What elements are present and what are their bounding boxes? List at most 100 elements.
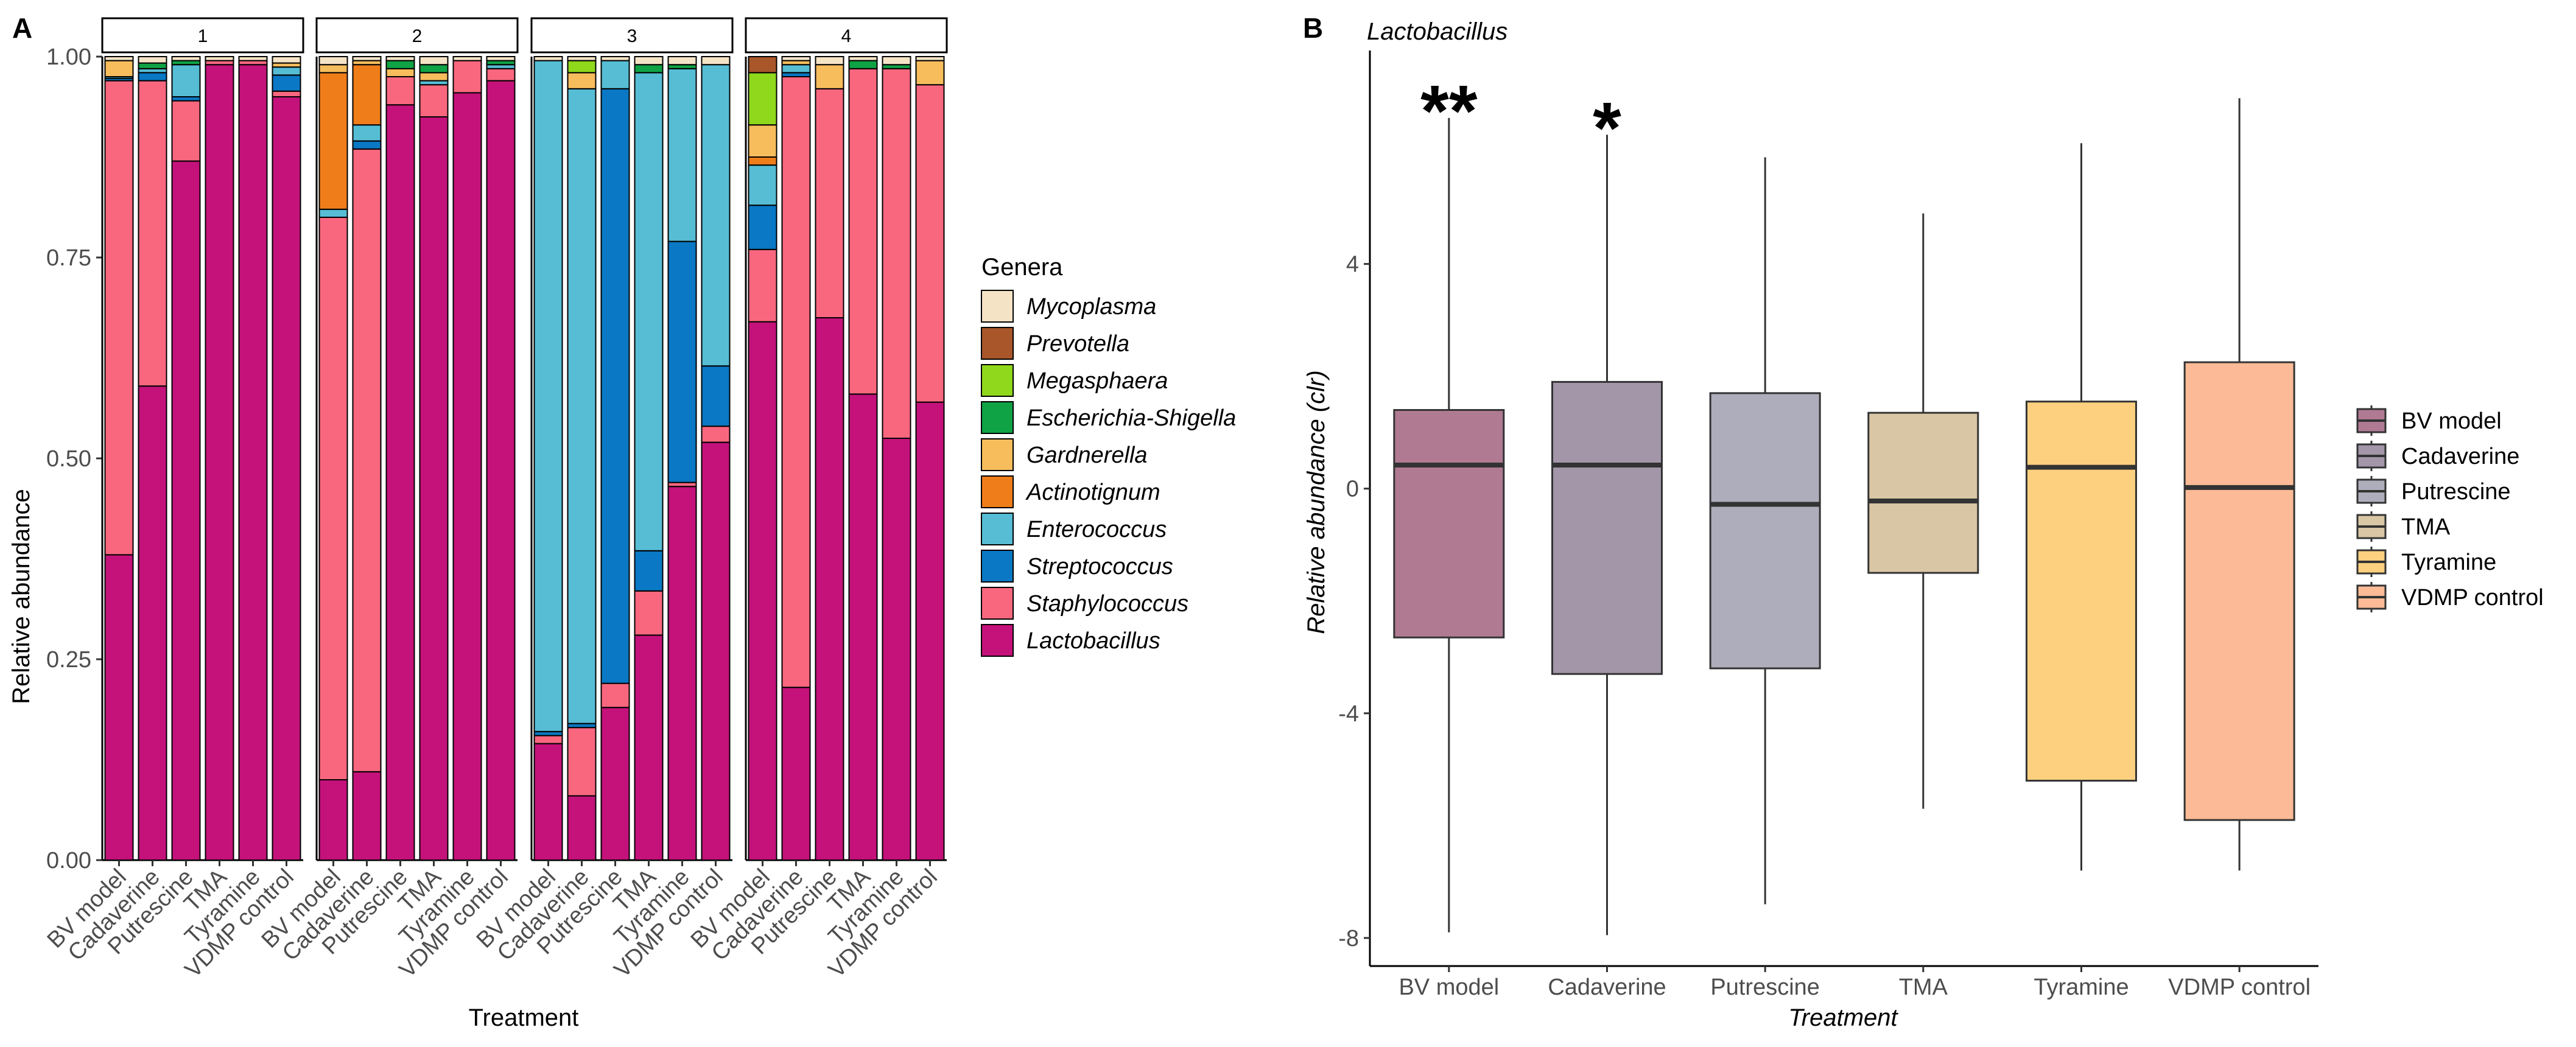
x-tick-label: BV model — [1399, 975, 1499, 1000]
bar-segment-staphylococcus — [171, 100, 201, 162]
panel-b-title: Lactobacillus — [1367, 18, 1507, 45]
bar-segment-mycoplasma — [352, 56, 382, 61]
bar-segment-staphylococcus — [701, 425, 731, 443]
bar-segment-mycoplasma — [533, 56, 563, 61]
legend-label-vdmp-control: VDMP control — [2401, 585, 2544, 611]
bar-segment-mycoplasma — [701, 56, 731, 66]
bar-segment-enterococcus — [272, 66, 301, 76]
box-tyramine — [2026, 401, 2137, 782]
bar-segment-escherichia-shigella — [419, 64, 449, 74]
panel-a-label: A — [12, 12, 32, 44]
bar-segment-mycoplasma — [385, 56, 415, 61]
bar-segment-mycoplasma — [205, 56, 234, 61]
bar-segment-mycoplasma — [104, 56, 134, 61]
bar-segment-staphylococcus — [486, 68, 516, 82]
legend-swatch-escherichia-shigella — [981, 401, 1014, 434]
bar-segment-enterococcus — [352, 124, 382, 142]
y-tick-label: 4 — [1346, 252, 1359, 278]
y-tick-label: 0.25 — [46, 647, 91, 673]
bar-segment-mycoplasma — [567, 56, 597, 61]
bar-segment-staphylococcus — [385, 76, 415, 106]
legend-label-bv-model: BV model — [2401, 408, 2502, 434]
bar-segment-lactobacillus — [452, 92, 482, 861]
bar-segment-mycoplasma — [486, 56, 516, 61]
bar-segment-lactobacillus — [634, 634, 664, 861]
bar-segment-lactobacillus — [238, 64, 268, 861]
bar-segment-lactobacillus — [272, 96, 301, 861]
bar-segment-lactobacillus — [701, 441, 731, 861]
panel-b-label: B — [1303, 12, 1323, 44]
y-tick-label: -4 — [1338, 701, 1359, 727]
bar-segment-streptococcus — [138, 72, 167, 82]
y-tick-label: 1.00 — [46, 44, 91, 70]
bar-segment-streptococcus — [634, 550, 664, 592]
bar-segment-mycoplasma — [318, 56, 348, 66]
legend-label-lactobacillus: Lactobacillus — [1027, 628, 1160, 654]
bar-segment-escherichia-shigella — [385, 60, 415, 69]
legend-label-mycoplasma: Mycoplasma — [1027, 294, 1156, 320]
bar-segment-mycoplasma — [815, 56, 844, 66]
legend-label-prevotella: Prevotella — [1027, 331, 1129, 357]
bar-segment-staphylococcus — [848, 68, 878, 395]
panel-b-y-axis-label: Relative abundance (clr) — [1303, 370, 1330, 634]
bar-segment-lactobacillus — [915, 401, 945, 861]
bar-segment-mycoplasma — [915, 56, 945, 61]
y-tick-label: 0 — [1346, 477, 1359, 502]
bar-segment-staphylococcus — [915, 84, 945, 403]
facet-strip-label: 4 — [841, 26, 852, 46]
bar-segment-gardnerella — [915, 60, 945, 86]
legend-swatch-megasphaera — [981, 364, 1014, 397]
bar-segment-streptococcus — [600, 88, 630, 684]
y-tick-label: 0.75 — [46, 245, 91, 271]
legend-label-megasphaera: Megasphaera — [1027, 368, 1168, 394]
bar-segment-mycoplasma — [138, 56, 167, 64]
bar-segment-escherichia-shigella — [848, 60, 878, 69]
bar-segment-enterococcus — [567, 88, 597, 724]
x-tick-label: Tyramine — [2034, 975, 2129, 1000]
legend-label-streptococcus: Streptococcus — [1027, 554, 1173, 580]
bar-segment-mycoplasma — [419, 56, 449, 66]
bar-segment-staphylococcus — [318, 217, 348, 780]
bar-segment-streptococcus — [748, 205, 777, 250]
y-tick-label: -8 — [1338, 926, 1359, 951]
bar-segment-streptococcus — [272, 74, 301, 92]
bar-segment-mycoplasma — [452, 56, 482, 61]
legend-label-actinotignum: Actinotignum — [1025, 480, 1160, 505]
bar-segment-lactobacillus — [352, 771, 382, 861]
bar-segment-lactobacillus — [205, 64, 234, 861]
bar-segment-prevotella — [748, 56, 777, 74]
bar-segment-lactobacillus — [486, 80, 516, 861]
facet-strip-3 — [530, 17, 734, 54]
legend-label-tma: TMA — [2401, 514, 2451, 540]
bar-segment-gardnerella — [419, 72, 449, 82]
bar-segment-streptococcus — [667, 240, 697, 483]
panel-a-x-axis-label: Treatment — [469, 1004, 579, 1031]
box-cadaverine — [1551, 380, 1663, 675]
bar-segment-staphylococcus — [533, 735, 563, 744]
significance-marker: * — [1593, 87, 1621, 169]
legend-label-putrescine: Putrescine — [2401, 479, 2511, 505]
facet-strip-1 — [101, 17, 304, 54]
bar-segment-enterococcus — [171, 64, 201, 97]
bar-segment-staphylococcus — [634, 590, 664, 636]
facet-strip-label: 1 — [198, 26, 208, 46]
bar-segment-mycoplasma — [634, 56, 664, 66]
legend-swatch-lactobacillus — [981, 624, 1014, 657]
box-plot: -8 -4 0 4 BV model ** Cadaverine * Putrescine TMA… — [1338, 51, 2318, 1000]
bar-segment-lactobacillus — [104, 554, 134, 861]
bar-segment-lactobacillus — [748, 321, 777, 861]
facet-strip-label: 3 — [627, 26, 637, 46]
bar-segment-mycoplasma — [882, 56, 911, 66]
treatment-legend: BV model Cadaverine Putrescine TMA Tyramine V… — [2356, 405, 2544, 612]
significance-marker: ** — [1420, 71, 1478, 152]
bar-segment-streptococcus — [352, 140, 382, 150]
y-tick-label: 0.50 — [46, 446, 91, 472]
bar-segment-enterococcus — [600, 60, 630, 89]
panel-b-x-axis-label: Treatment — [1788, 1004, 1898, 1031]
bar-segment-staphylococcus — [272, 90, 301, 97]
bar-segment-gardnerella — [748, 124, 777, 158]
bar-segment-megasphaera — [567, 60, 597, 74]
bar-segment-lactobacillus — [533, 743, 563, 861]
box-vdmp-control — [2183, 361, 2295, 821]
